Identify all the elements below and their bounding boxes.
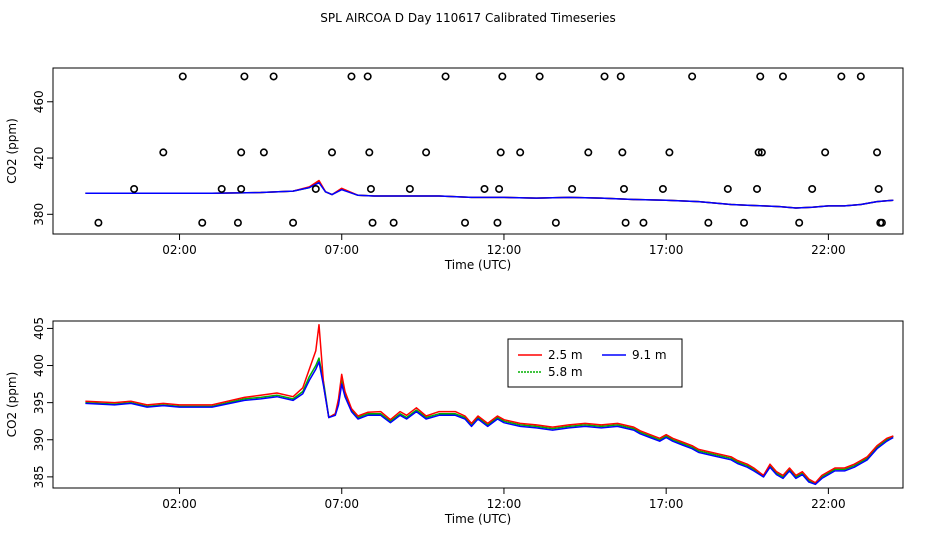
y-tick-label: 460 — [32, 90, 46, 113]
y-tick-label: 395 — [32, 391, 46, 414]
data-point — [753, 184, 762, 193]
x-tick-label: 12:00 — [487, 243, 522, 257]
data-point — [405, 184, 414, 193]
series-line-red — [85, 179, 894, 209]
data-point — [347, 72, 356, 81]
y-tick-label: 420 — [32, 147, 46, 170]
bottom-panel: 02:00 07:00 12:00 17:00 22:00 385 390 395 400 405… — [5, 317, 904, 526]
data-point — [422, 148, 431, 157]
x-tick-label: 02:00 — [162, 497, 197, 511]
series-line-2-5-m — [85, 323, 894, 484]
x-tick-label: 02:00 — [162, 243, 197, 257]
series-line-9-1-m — [85, 361, 894, 486]
data-point — [441, 72, 450, 81]
data-point — [130, 184, 139, 193]
data-point — [233, 218, 242, 227]
x-tick-label: 22:00 — [811, 497, 846, 511]
data-point — [178, 72, 187, 81]
data-point — [269, 72, 278, 81]
data-point — [621, 218, 630, 227]
data-point — [240, 72, 249, 81]
data-point — [795, 218, 804, 227]
data-point — [778, 72, 787, 81]
x-tick-label: 07:00 — [324, 497, 359, 511]
x-tick-label: 07:00 — [324, 243, 359, 257]
data-point — [217, 184, 226, 193]
data-point — [461, 218, 470, 227]
x-tick-label: 17:00 — [649, 243, 684, 257]
data-point — [756, 72, 765, 81]
data-point — [616, 72, 625, 81]
y-tick-label: 385 — [32, 465, 46, 488]
data-point — [159, 148, 168, 157]
data-point — [600, 72, 609, 81]
plot-frame — [52, 320, 904, 489]
data-point — [498, 72, 507, 81]
x-axis-label: Time (UTC) — [444, 258, 511, 272]
data-point — [311, 184, 320, 193]
data-point — [495, 184, 504, 193]
legend-label: 9.1 m — [632, 348, 667, 362]
x-axis-label: Time (UTC) — [444, 512, 511, 526]
data-point — [237, 184, 246, 193]
data-point — [688, 72, 697, 81]
data-point — [366, 184, 375, 193]
legend-box — [507, 338, 683, 388]
data-point — [740, 218, 749, 227]
data-point — [658, 184, 667, 193]
data-point — [94, 218, 103, 227]
data-point — [856, 72, 865, 81]
y-tick-label: 400 — [32, 354, 46, 377]
data-point — [259, 148, 268, 157]
data-point — [639, 218, 648, 227]
data-point — [821, 148, 830, 157]
data-point — [368, 218, 377, 227]
data-point — [874, 184, 883, 193]
plot-frame — [52, 67, 904, 235]
figure-title: SPL AIRCOA D Day 110617 Calibrated Times… — [320, 11, 615, 25]
data-point — [754, 148, 763, 157]
x-tick-label: 17:00 — [649, 497, 684, 511]
data-point — [584, 148, 593, 157]
data-point — [873, 148, 882, 157]
data-point — [493, 218, 502, 227]
data-point — [665, 148, 674, 157]
y-tick-label: 405 — [32, 317, 46, 340]
data-point — [877, 218, 886, 227]
data-point — [363, 72, 372, 81]
y-axis-label: CO2 (ppm) — [5, 118, 19, 184]
y-tick-label: 380 — [32, 203, 46, 226]
y-axis-label: CO2 (ppm) — [5, 372, 19, 438]
legend: 2.5 m 9.1 m 5.8 m — [507, 338, 683, 388]
data-point — [568, 184, 577, 193]
data-point — [618, 148, 627, 157]
data-point — [704, 218, 713, 227]
y-tick-label: 390 — [32, 428, 46, 451]
data-point — [496, 148, 505, 157]
data-point — [328, 148, 337, 157]
data-point — [198, 218, 207, 227]
data-point — [389, 218, 398, 227]
data-point — [365, 148, 374, 157]
data-point — [289, 218, 298, 227]
data-point — [757, 148, 766, 157]
legend-label: 2.5 m — [548, 348, 583, 362]
data-point — [723, 184, 732, 193]
data-point — [535, 72, 544, 81]
legend-label: 5.8 m — [548, 365, 583, 379]
data-point — [837, 72, 846, 81]
x-tick-label: 12:00 — [487, 497, 522, 511]
data-point — [551, 218, 560, 227]
data-point — [237, 148, 246, 157]
series-line-blue — [85, 181, 894, 209]
top-panel: 02:00 07:00 12:00 17:00 22:00 380 420 460 Time (… — [5, 67, 904, 272]
data-point — [516, 148, 525, 157]
series-line-green — [85, 181, 894, 209]
x-tick-label: 22:00 — [811, 243, 846, 257]
data-point — [480, 184, 489, 193]
data-point — [619, 184, 628, 193]
data-point — [808, 184, 817, 193]
series-line-5-8-m — [85, 357, 894, 486]
